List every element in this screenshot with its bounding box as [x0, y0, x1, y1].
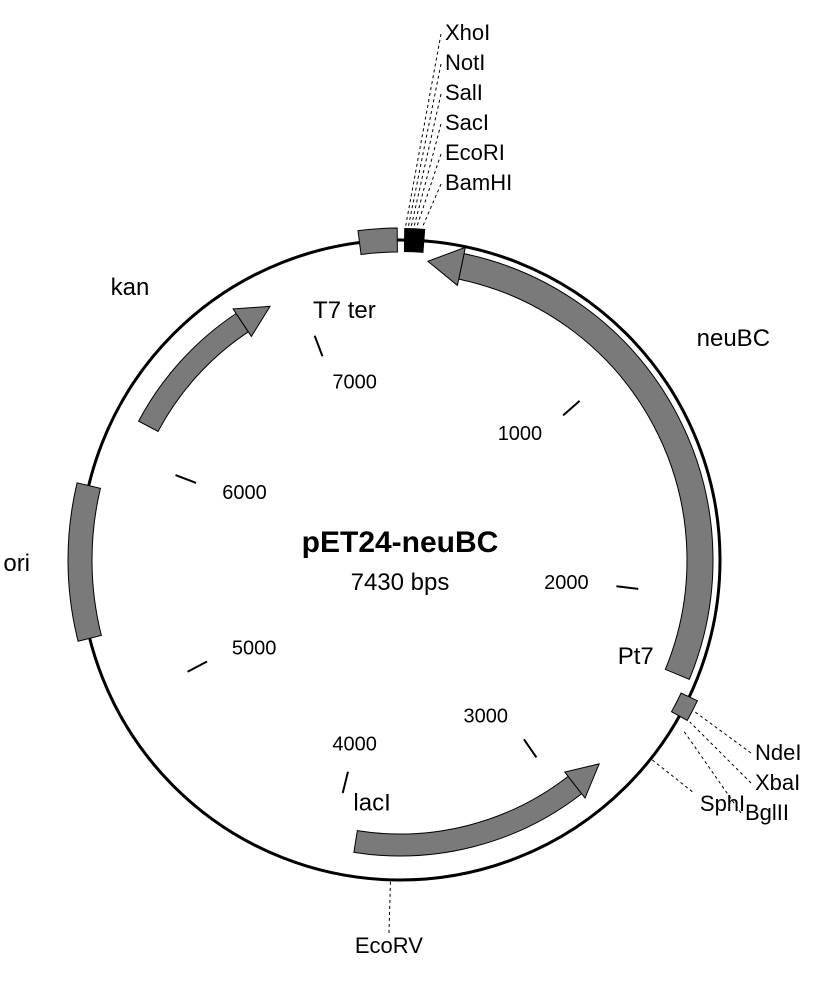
site-leader	[652, 760, 694, 793]
site-leader	[414, 124, 441, 226]
block-label-T7 ter: T7 ter	[313, 297, 376, 324]
tick-label: 3000	[464, 705, 509, 727]
site-label-EcoRV: EcoRV	[355, 933, 423, 958]
site-label-NotI: NotI	[445, 50, 485, 75]
site-label-BglII: BglII	[745, 800, 789, 825]
site-leader	[695, 712, 751, 753]
site-leader	[411, 94, 441, 226]
arrow-neuBC	[459, 254, 713, 680]
plasmid-map: pET24-neuBC 7430 bps 1000 2000 3000 4000 5000 6…	[0, 0, 835, 1000]
block-label-ori: ori	[3, 550, 30, 577]
tick	[188, 661, 207, 671]
tick-label: 4000	[332, 734, 377, 756]
site-label-XbaI: XbaI	[755, 770, 800, 795]
tick	[524, 739, 537, 757]
block-label-Pt7: Pt7	[618, 643, 654, 670]
tick-label: 1000	[498, 423, 543, 445]
site-label-NdeI: NdeI	[755, 740, 801, 765]
tick-label: 7000	[332, 371, 377, 393]
site-leader	[389, 882, 391, 935]
site-label-SalI: SalI	[445, 80, 483, 105]
block-Pt7	[671, 693, 697, 720]
tick-label: 6000	[222, 482, 267, 504]
arrow-label-lacI: lacI	[353, 789, 390, 816]
plasmid-title: pET24-neuBC	[302, 526, 499, 559]
tick	[563, 401, 579, 416]
arrow-label-kan: kan	[111, 274, 150, 301]
mcs-box	[404, 228, 425, 253]
plasmid-size: 7430 bps	[351, 569, 450, 596]
block-T7 ter	[358, 228, 397, 254]
tick	[315, 336, 323, 357]
site-label-BamHI: BamHI	[445, 170, 512, 195]
site-label-EcoRI: EcoRI	[445, 140, 505, 165]
site-label-SphI: SphI	[700, 791, 745, 816]
site-label-XhoI: XhoI	[445, 20, 490, 45]
tick	[176, 475, 197, 483]
tick-label: 2000	[544, 572, 589, 594]
site-label-SacI: SacI	[445, 110, 489, 135]
plasmid-ring	[80, 240, 720, 880]
tick	[616, 586, 638, 589]
block-ori	[68, 483, 101, 641]
tick-label: 5000	[232, 637, 277, 659]
arrow-kan	[139, 313, 249, 431]
site-leader	[423, 184, 441, 227]
arrow-label-neuBC: neuBC	[697, 325, 770, 352]
tick	[343, 772, 348, 793]
